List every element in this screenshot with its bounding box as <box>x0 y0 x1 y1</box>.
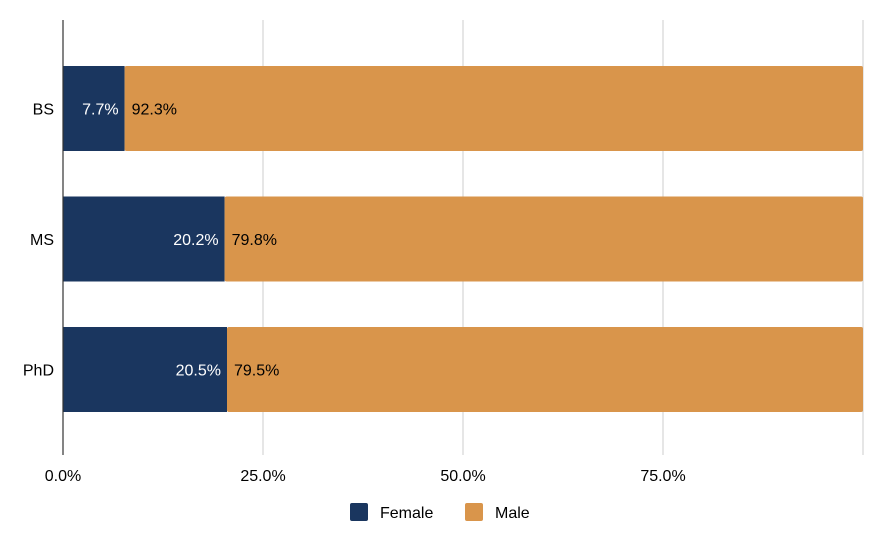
legend: Female Male <box>350 503 530 522</box>
y-tick-label: PhD <box>23 363 54 380</box>
data-label-male-bs: 92.3% <box>132 102 177 119</box>
bars <box>63 66 864 412</box>
legend-label-male: Male <box>495 505 530 522</box>
data-label-female-phd: 20.5% <box>176 363 221 380</box>
y-tick-label: BS <box>33 102 54 119</box>
x-tick-label: 0.0% <box>45 468 81 485</box>
bar-female-bs <box>63 66 125 151</box>
bar-female-ms <box>63 196 225 282</box>
bar-male-phd <box>227 327 863 412</box>
data-label-female-ms: 20.2% <box>173 232 218 249</box>
data-label-male-phd: 79.5% <box>234 363 279 380</box>
bar-male-bs <box>124 66 864 151</box>
data-label-female-bs: 7.7% <box>82 102 118 119</box>
legend-swatch-male <box>465 503 483 521</box>
axes: BS MS PhD 0.0% 25.0% 50.0% 75.0% <box>23 20 686 485</box>
y-tick-label: MS <box>30 232 54 249</box>
legend-swatch-female <box>350 503 368 521</box>
bar-male-ms <box>224 196 864 282</box>
x-tick-label: 25.0% <box>240 468 285 485</box>
bar-female-phd <box>63 327 227 412</box>
x-tick-label: 50.0% <box>440 468 485 485</box>
data-labels: 7.7% 92.3% 20.2% 79.8% 20.5% 79.5% <box>82 102 279 380</box>
data-label-male-ms: 79.8% <box>232 232 277 249</box>
legend-label-female: Female <box>380 505 433 522</box>
x-tick-label: 75.0% <box>640 468 685 485</box>
